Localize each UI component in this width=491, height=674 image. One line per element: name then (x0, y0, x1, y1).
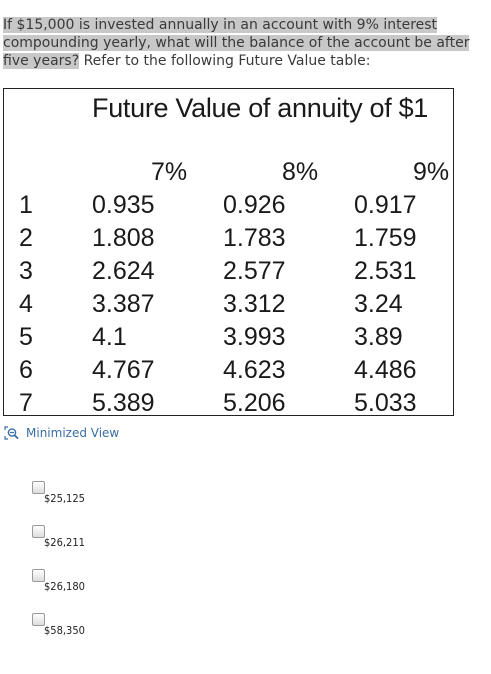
table-cell: 3.89 (354, 323, 403, 351)
table-row-year: 7 (19, 389, 33, 417)
table-row-year: 2 (19, 224, 33, 252)
table-row-year: 6 (19, 356, 33, 384)
table-cell: 4.767 (92, 356, 155, 384)
answer-label[interactable]: $26,211 (44, 536, 85, 549)
answer-label[interactable]: $58,350 (44, 624, 85, 637)
table-cell: 2.624 (92, 257, 155, 285)
table-cell: 5.033 (354, 389, 417, 417)
answer-checkbox[interactable] (32, 525, 45, 538)
question-text: If $15,000 is invested annually in an ac… (3, 16, 473, 70)
zoom-out-icon (4, 426, 20, 440)
table-cell: 4.486 (354, 356, 417, 384)
rate-header-9: 9% (413, 158, 450, 186)
answer-option[interactable] (32, 613, 45, 626)
table-row-year: 5 (19, 323, 33, 351)
answer-label[interactable]: $25,125 (44, 492, 85, 505)
answer-checkbox[interactable] (32, 569, 45, 582)
table-cell: 0.935 (92, 191, 155, 219)
rate-header-8: 8% (282, 158, 319, 186)
table-cell: 0.917 (354, 191, 417, 219)
answer-option[interactable] (32, 525, 45, 538)
question-rest-text: Refer to the following Future Value tabl… (79, 53, 371, 69)
table-cell: 0.926 (223, 191, 286, 219)
table-cell: 3.312 (223, 290, 286, 318)
table-cell: 3.993 (223, 323, 286, 351)
minimized-view-label: Minimized View (26, 426, 120, 440)
table-cell: 1.783 (223, 224, 286, 252)
table-row-year: 3 (19, 257, 33, 285)
table-cell: 4.623 (223, 356, 286, 384)
answer-label[interactable]: $26,180 (44, 580, 85, 593)
future-value-table: Future Value of annuity of $1 7% 8% 9% 1… (3, 88, 454, 417)
table-row-year: 1 (19, 191, 33, 219)
table-cell: 3.387 (92, 290, 155, 318)
rate-header-7: 7% (151, 158, 188, 186)
table-cell: 3.24 (354, 290, 403, 318)
table-cell: 4.1 (92, 323, 127, 351)
table-cell: 1.759 (354, 224, 417, 252)
answer-option[interactable] (32, 481, 45, 494)
table-row-year: 4 (19, 290, 33, 318)
answer-option[interactable] (32, 569, 45, 582)
minimized-view-link[interactable]: Minimized View (4, 426, 119, 440)
table-cell: 5.389 (92, 389, 155, 417)
table-cell: 5.206 (223, 389, 286, 417)
answer-checkbox[interactable] (32, 613, 45, 626)
table-cell: 1.808 (92, 224, 155, 252)
table-cell: 2.577 (223, 257, 286, 285)
answer-checkbox[interactable] (32, 481, 45, 494)
table-cell: 2.531 (354, 257, 417, 285)
table-title: Future Value of annuity of $1 (92, 93, 429, 123)
